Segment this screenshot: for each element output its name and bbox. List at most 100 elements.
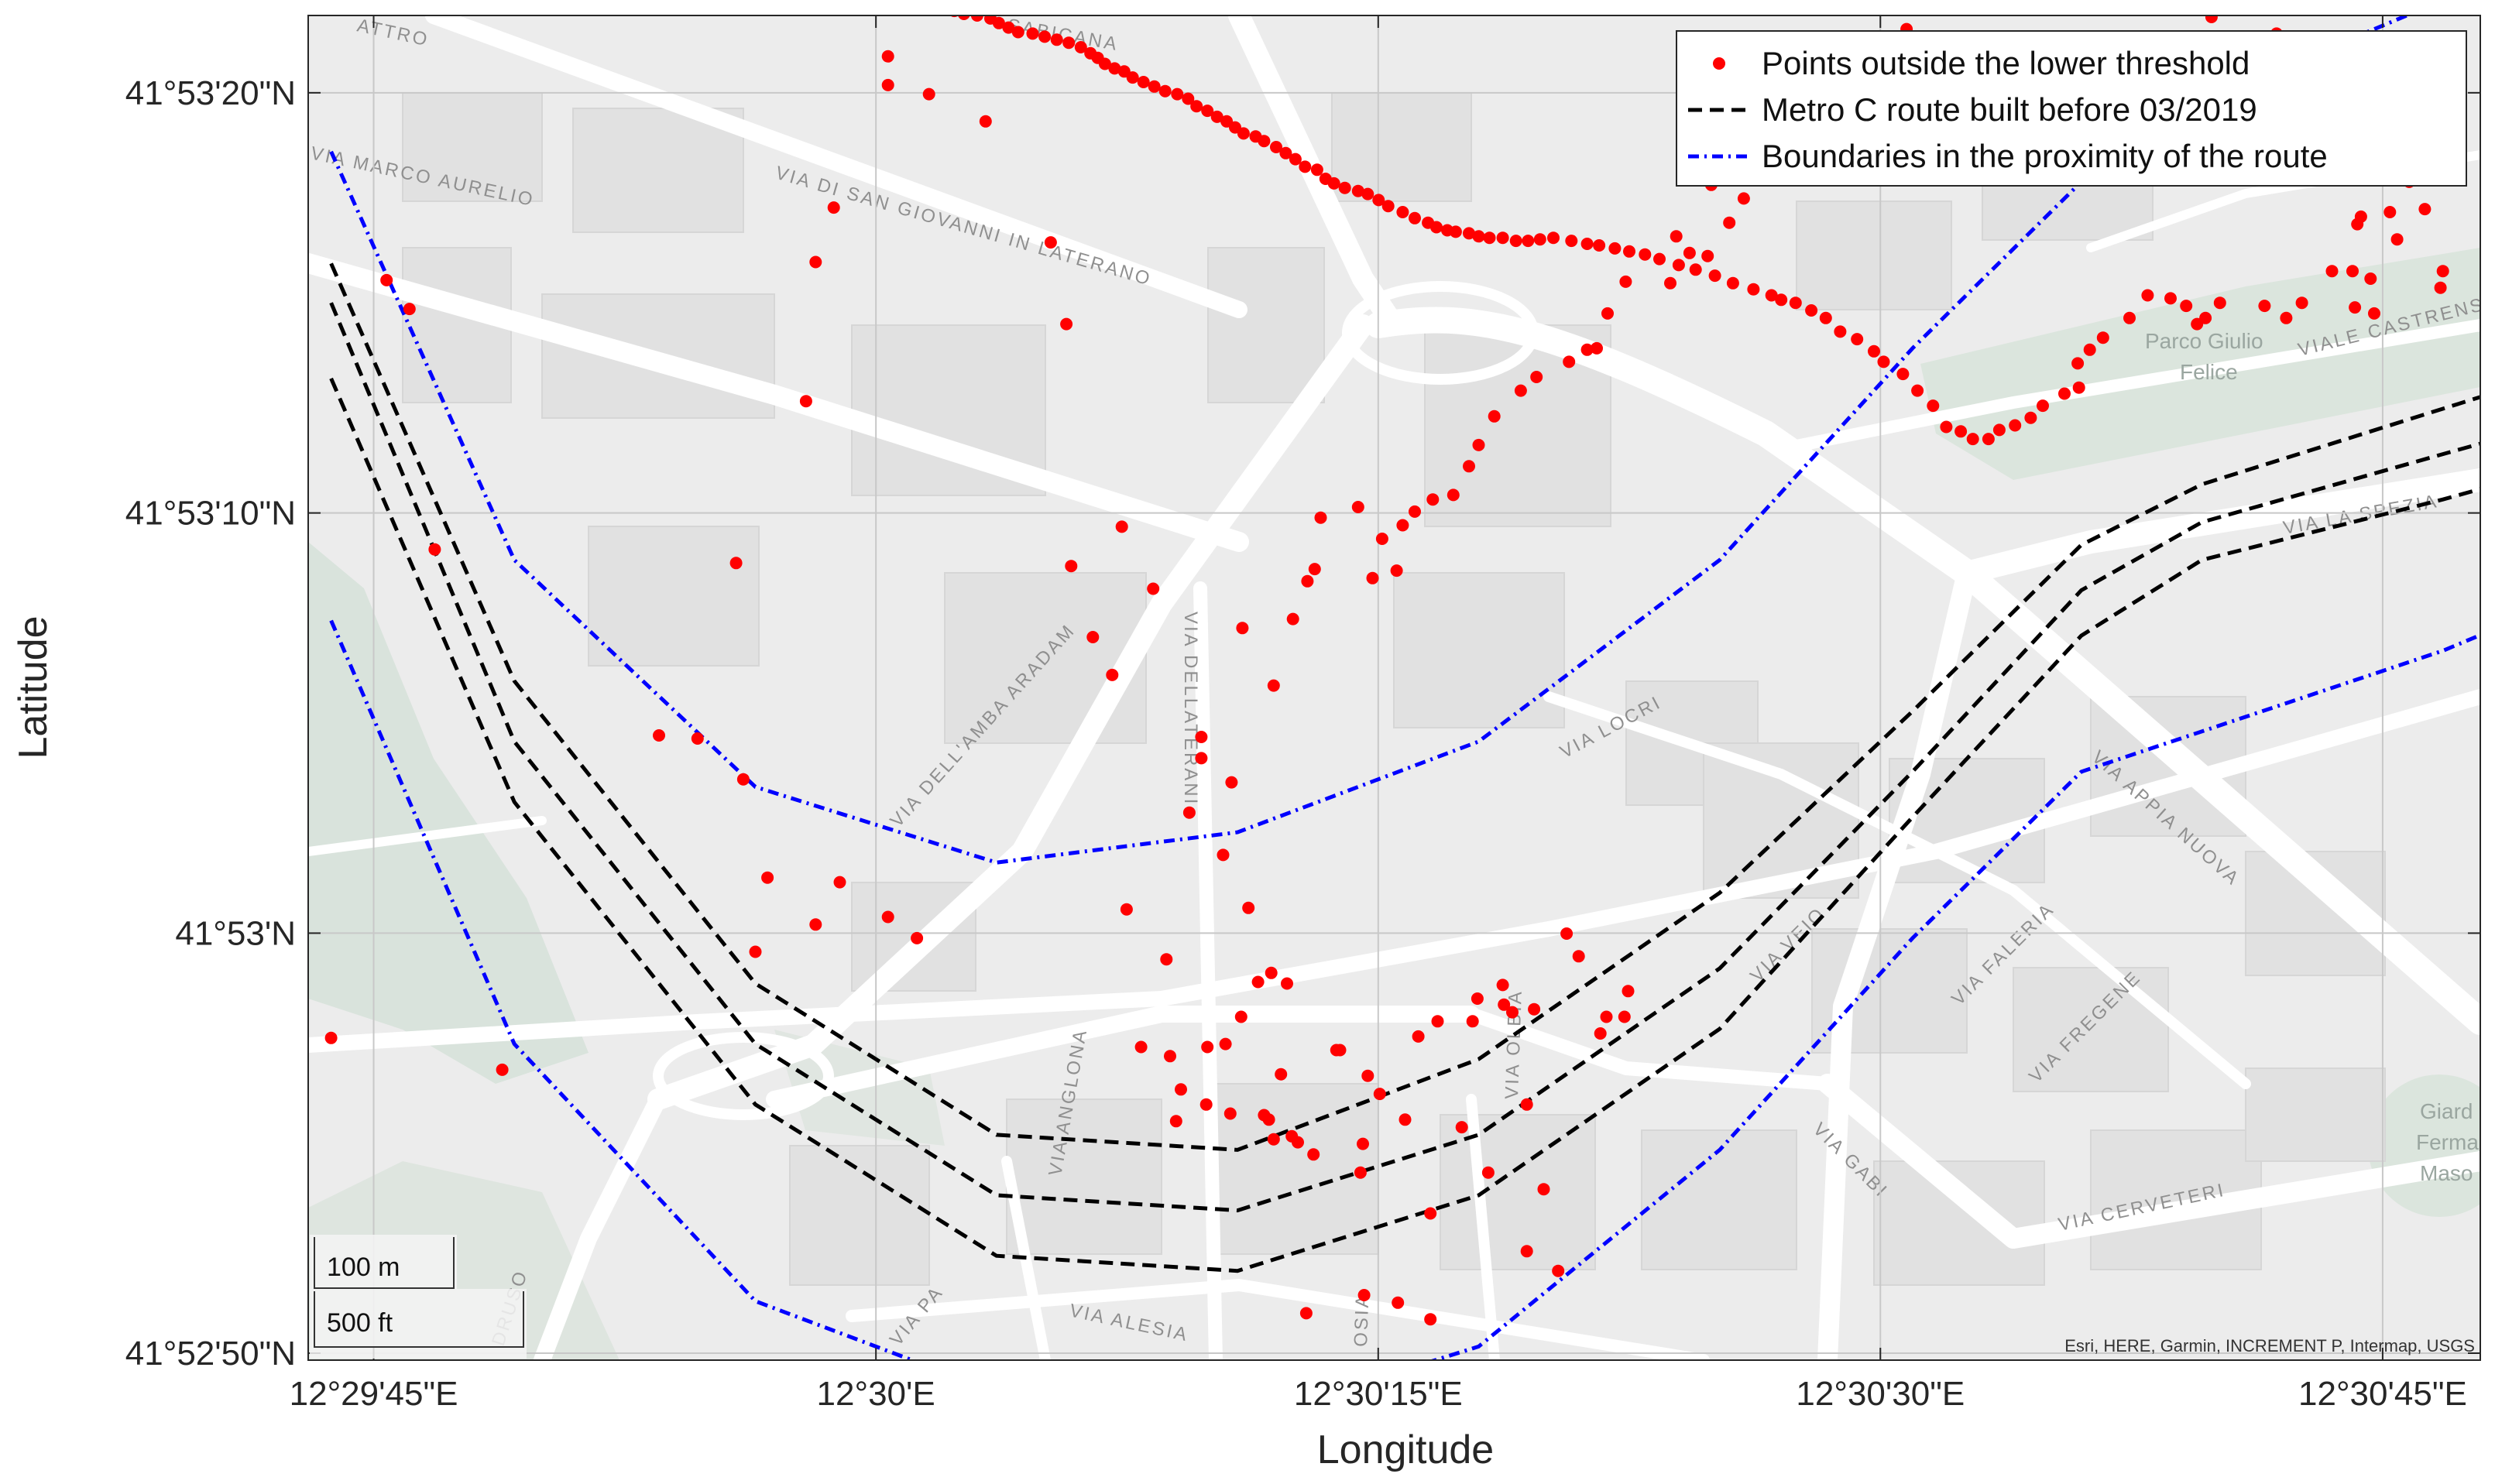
data-point — [1496, 978, 1509, 992]
data-point — [827, 201, 840, 214]
data-point — [881, 50, 894, 63]
data-point — [1319, 173, 1332, 185]
data-point — [1670, 230, 1683, 243]
data-point — [1488, 410, 1501, 423]
data-point — [1396, 519, 1409, 532]
x-axis-label: Longitude — [1317, 1427, 1494, 1472]
data-point — [1164, 1050, 1176, 1063]
data-point — [1619, 275, 1632, 288]
data-point — [1600, 1010, 1613, 1023]
data-point — [1765, 289, 1778, 302]
data-point — [833, 876, 846, 889]
data-point — [1509, 235, 1522, 248]
data-point — [1281, 977, 1293, 990]
boundary-line — [329, 619, 2480, 1360]
data-point — [809, 255, 822, 269]
data-point — [2180, 300, 2193, 313]
data-point — [1372, 194, 1385, 207]
data-point — [1689, 263, 1702, 276]
scale-imperial-label: 500 ft — [327, 1308, 393, 1338]
data-point — [1267, 679, 1280, 692]
data-point — [1580, 238, 1594, 250]
data-point — [1171, 87, 1184, 101]
data-point — [1664, 276, 1676, 290]
data-point — [729, 557, 743, 570]
data-point — [1148, 80, 1161, 93]
data-point — [2436, 265, 2449, 278]
data-point — [2364, 272, 2377, 285]
data-point — [1594, 1027, 1607, 1040]
data-point — [1279, 146, 1292, 159]
data-point — [1158, 84, 1172, 98]
basemap: VIA DI SAN GIOVANNI IN LATERANO VIA MARC… — [308, 15, 2480, 1360]
data-point — [881, 910, 894, 924]
data-point — [2037, 399, 2049, 413]
data-point — [1299, 1307, 1313, 1320]
data-point — [1201, 105, 1214, 118]
data-point — [1789, 296, 1802, 310]
data-point — [1982, 433, 1995, 446]
data-point — [1026, 27, 1039, 40]
data-point — [809, 918, 822, 931]
data-point — [1086, 631, 1100, 643]
data-point — [1251, 975, 1265, 989]
data-point — [1572, 950, 1585, 963]
map-attribution: Esri, HERE, Garmin, INCREMENT P, Interma… — [2064, 1336, 2475, 1355]
data-point — [1409, 211, 1421, 224]
data-point — [1351, 501, 1364, 513]
data-point — [1463, 460, 1475, 473]
data-point — [1426, 493, 1440, 506]
data-point — [1834, 325, 1847, 338]
data-point — [1708, 269, 1721, 283]
x-tick-label: 12°30'E — [817, 1375, 935, 1413]
data-point — [1639, 248, 1652, 261]
data-point — [2434, 281, 2447, 294]
data-point — [1472, 438, 1485, 451]
data-point — [1447, 488, 1460, 502]
data-point — [1409, 505, 1421, 518]
data-point — [1307, 1148, 1320, 1161]
data-point — [1622, 985, 1635, 998]
data-point — [1375, 533, 1388, 545]
data-point — [691, 732, 704, 745]
data-point — [1366, 571, 1379, 584]
data-point — [2325, 265, 2339, 278]
data-point — [1351, 184, 1364, 197]
data-point — [2071, 357, 2085, 370]
data-point — [1601, 307, 1614, 320]
data-point — [922, 87, 935, 101]
data-point — [1737, 192, 1750, 205]
y-tick-label: 41°53'20"N — [125, 74, 296, 112]
data-point — [1683, 246, 1696, 259]
data-point — [1966, 433, 1979, 446]
metro-route-line — [329, 377, 2480, 1273]
data-point — [1310, 163, 1323, 177]
data-point — [2141, 289, 2154, 302]
data-point — [1137, 76, 1150, 88]
park-label: Ferma — [2416, 1130, 2479, 1154]
legend-box — [1676, 30, 2467, 187]
data-point — [1431, 1015, 1444, 1028]
data-point — [1195, 731, 1208, 743]
data-point — [984, 15, 997, 25]
data-point — [1851, 333, 1864, 346]
data-point — [881, 78, 894, 91]
data-point — [1217, 848, 1230, 862]
street-label: OSIA — [1350, 1293, 1373, 1347]
y-axis-ticks: 41°53'20"N 41°53'10"N 41°53'N 41°52'50"N — [125, 74, 2480, 1373]
graticule — [308, 15, 2480, 1360]
data-point — [1672, 259, 1685, 272]
data-point — [1868, 344, 1880, 358]
data-point — [1911, 384, 1924, 397]
data-point — [1234, 1010, 1248, 1023]
data-point — [1552, 1264, 1565, 1277]
data-point — [1483, 231, 1496, 245]
data-point — [942, 0, 955, 9]
park-label: Felice — [2180, 360, 2238, 384]
data-point — [2164, 292, 2177, 305]
data-point — [1496, 231, 1509, 245]
data-point — [428, 543, 441, 556]
data-point — [1044, 236, 1057, 249]
data-point — [1390, 564, 1403, 577]
data-point — [1392, 1296, 1405, 1309]
